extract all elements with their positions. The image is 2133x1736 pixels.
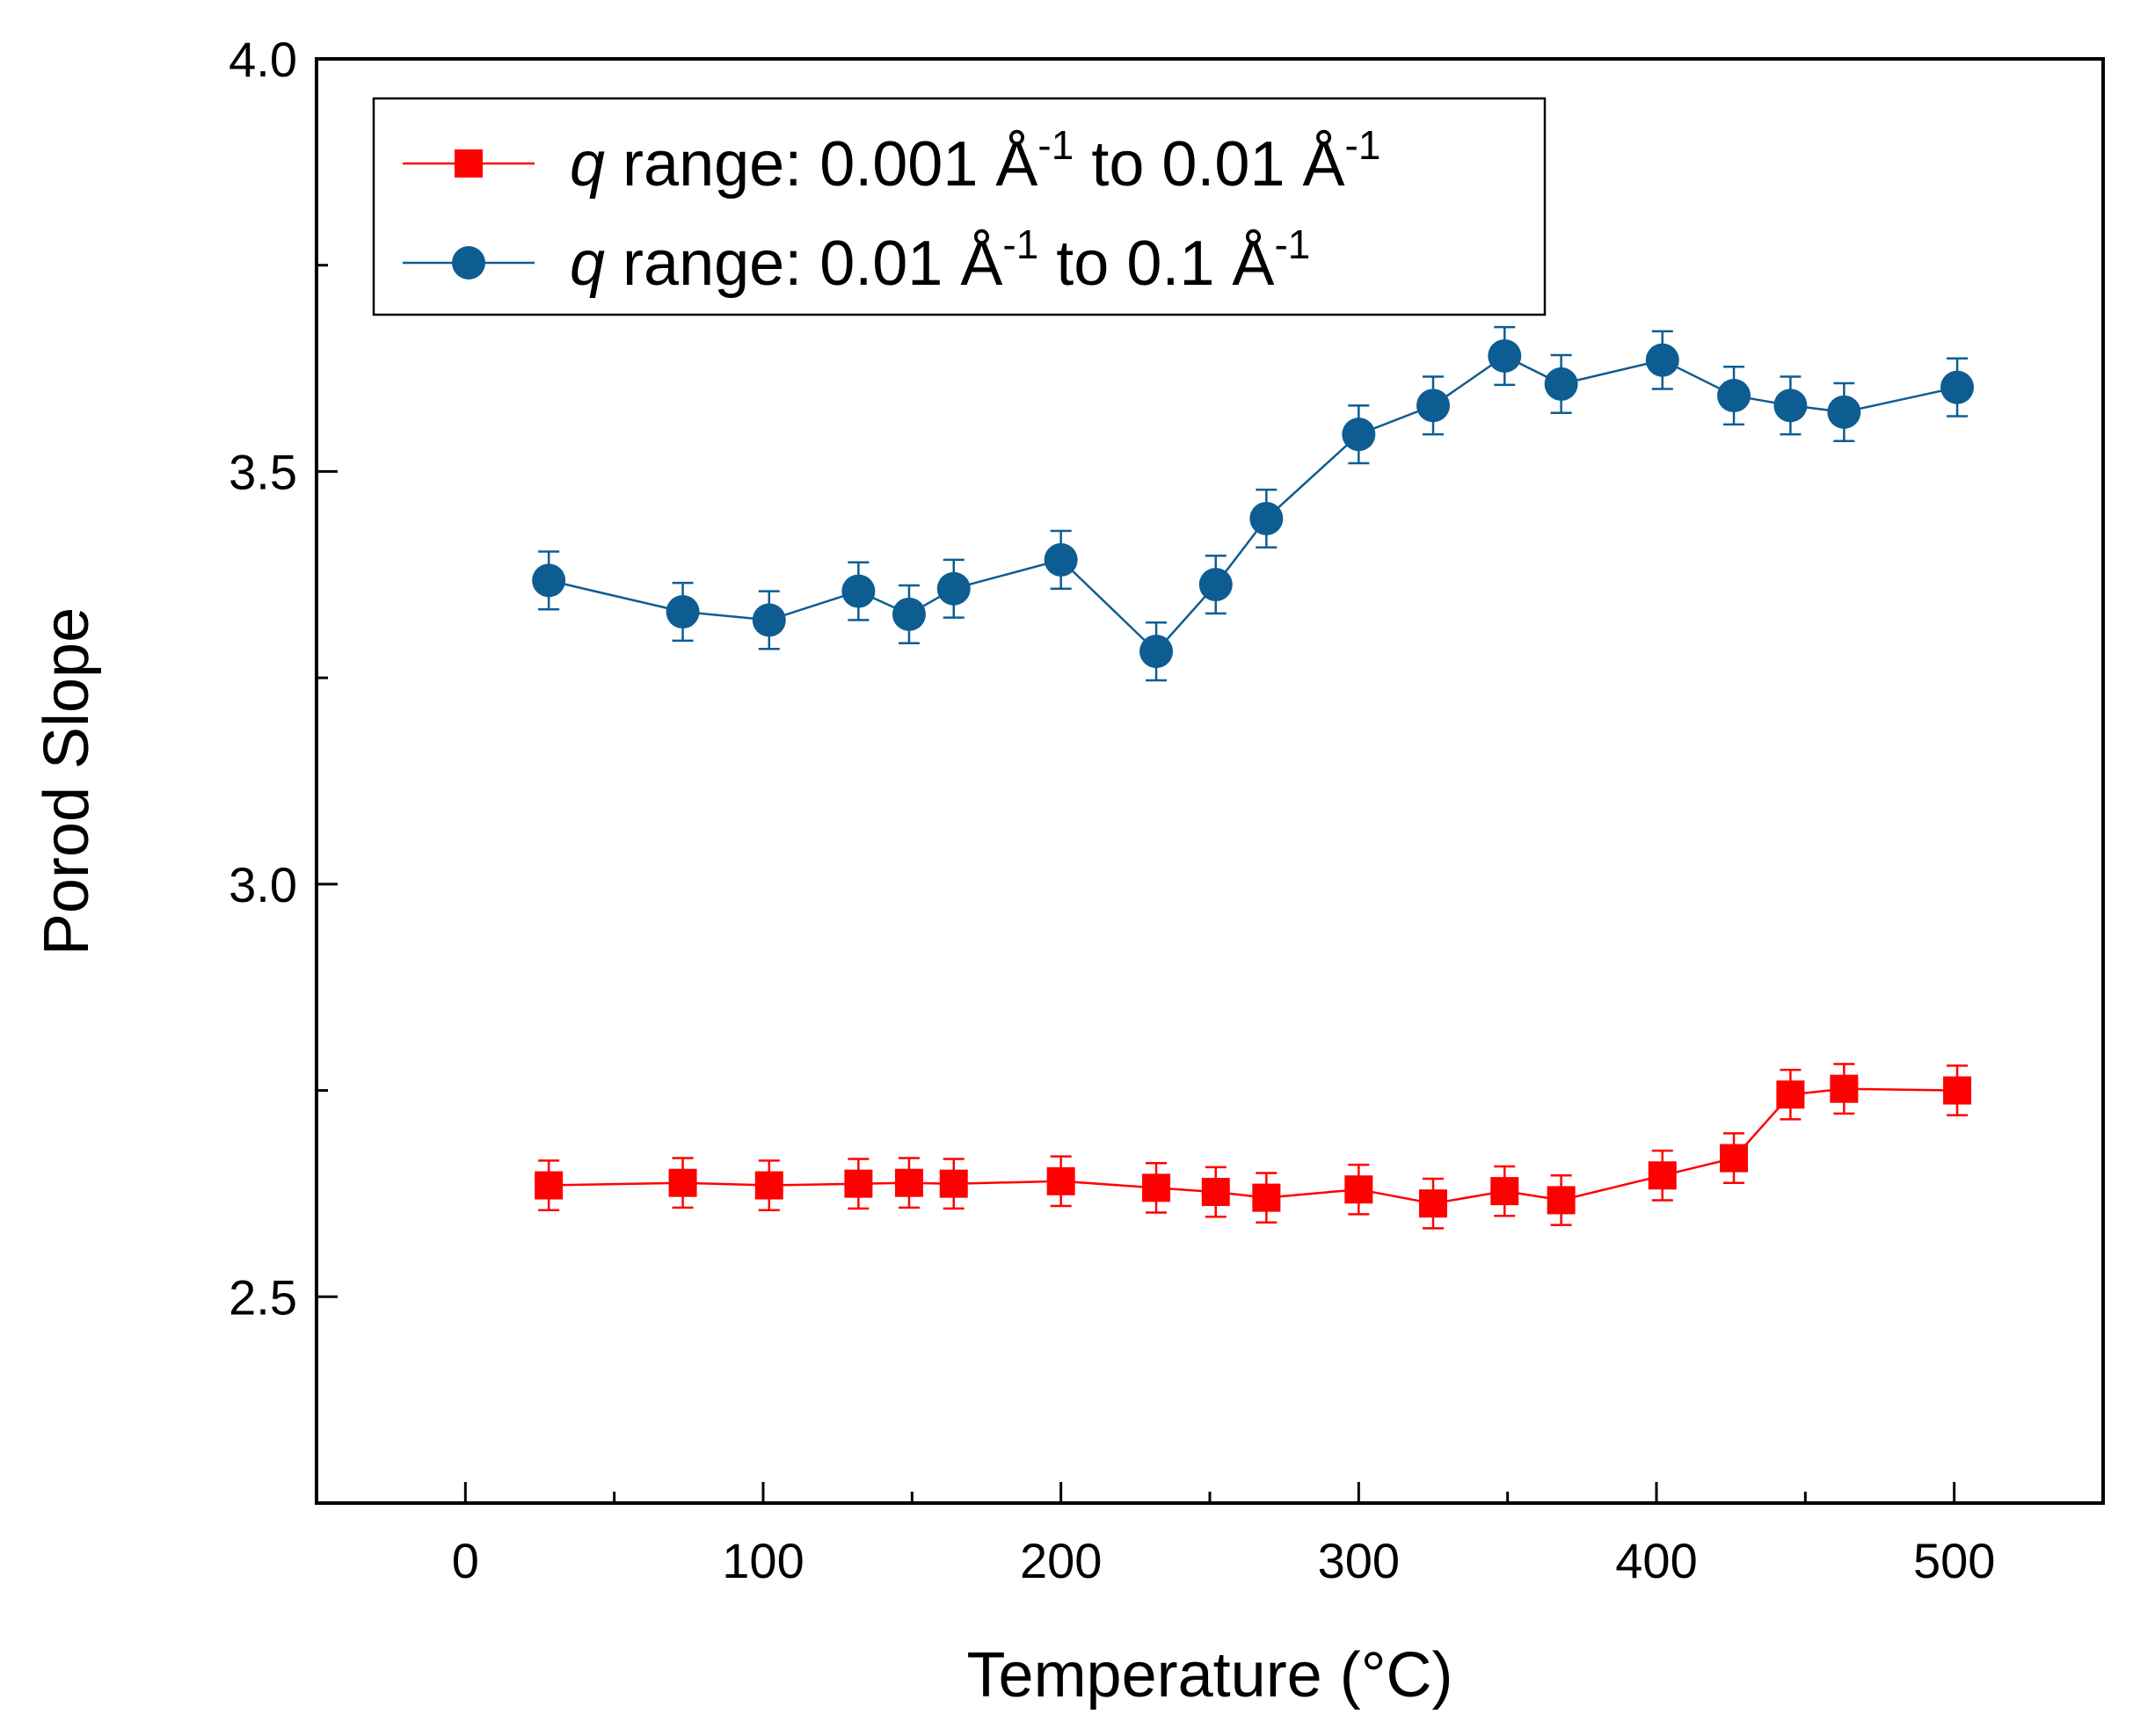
legend-square-icon [455,149,483,178]
y-tick-label: 2.5 [229,1269,297,1325]
data-point-square [1776,1080,1805,1109]
legend-label: q range: 0.001 Å-1 to 0.01 Å-1 [570,122,1380,200]
data-point-square [1201,1178,1230,1207]
data-point-circle [1645,343,1679,377]
y-tick-label: 3.0 [229,857,297,912]
data-point-square [1252,1183,1281,1212]
data-point-circle [1717,379,1751,413]
data-point-circle [1827,395,1861,429]
data-point-circle [841,574,876,608]
legend-entry-2: q range: 0.01 Å-1 to 0.1 Å-1 [403,222,1310,299]
series-2 [532,325,1975,682]
x-tick-label: 100 [722,1533,804,1588]
data-point-circle [1544,367,1578,401]
data-point-circle [1044,542,1078,577]
data-point-square [754,1171,783,1200]
x-tick-label: 400 [1615,1533,1697,1588]
series-layer [532,325,1975,1230]
legend-box [372,97,1547,316]
x-axis: 0 100 200 300 400 500 [315,1482,2105,1588]
data-point-square [1142,1173,1171,1202]
series-1 [535,1063,1972,1230]
data-point-square [844,1169,873,1198]
x-axis-title: Temperature (°C) [967,1640,1453,1711]
data-point-square [668,1168,697,1197]
data-point-circle [752,603,786,637]
data-point-circle [1940,370,1975,404]
x-tick-label: 0 [452,1533,479,1588]
data-point-square [1648,1161,1677,1190]
data-point-circle [666,595,700,629]
data-point-circle [892,597,926,631]
data-point-circle [1342,418,1376,452]
data-point-circle [1773,389,1808,423]
legend: q range: 0.001 Å-1 to 0.01 Å-1 q range: 0… [372,97,1547,316]
y-tick-label: 4.0 [229,32,297,87]
data-point-square [1720,1144,1749,1173]
x-tick-label: 300 [1318,1533,1400,1588]
data-point-circle [1249,501,1284,535]
legend-circle-icon [452,246,485,280]
legend-label: q range: 0.01 Å-1 to 0.1 Å-1 [570,222,1310,299]
data-point-circle [1139,635,1174,669]
data-point-circle [1488,338,1522,373]
legend-entries: q range: 0.001 Å-1 to 0.01 Å-1 q range: 0… [403,122,1380,299]
data-point-circle [1416,389,1450,423]
data-point-square [1046,1166,1075,1195]
legend-entry-1: q range: 0.001 Å-1 to 0.01 Å-1 [403,122,1380,200]
data-point-circle [532,563,566,598]
data-point-square [1419,1189,1447,1218]
data-point-square [1943,1076,1972,1105]
x-tick-label: 200 [1020,1533,1102,1588]
data-point-square [1547,1186,1576,1215]
data-point-square [1344,1175,1373,1204]
data-point-square [1490,1177,1519,1206]
y-tick-label: 3.5 [229,444,297,499]
x-tick-label: 500 [1913,1533,1995,1588]
data-point-circle [936,571,971,606]
data-point-square [1830,1074,1859,1103]
y-axis-title: Porod Slope [32,607,102,955]
data-point-square [894,1168,923,1197]
data-point-square [535,1171,564,1200]
y-axis: 2.5 3.0 3.5 4.0 [229,32,338,1505]
data-point-circle [1198,568,1233,602]
data-point-square [939,1169,968,1198]
